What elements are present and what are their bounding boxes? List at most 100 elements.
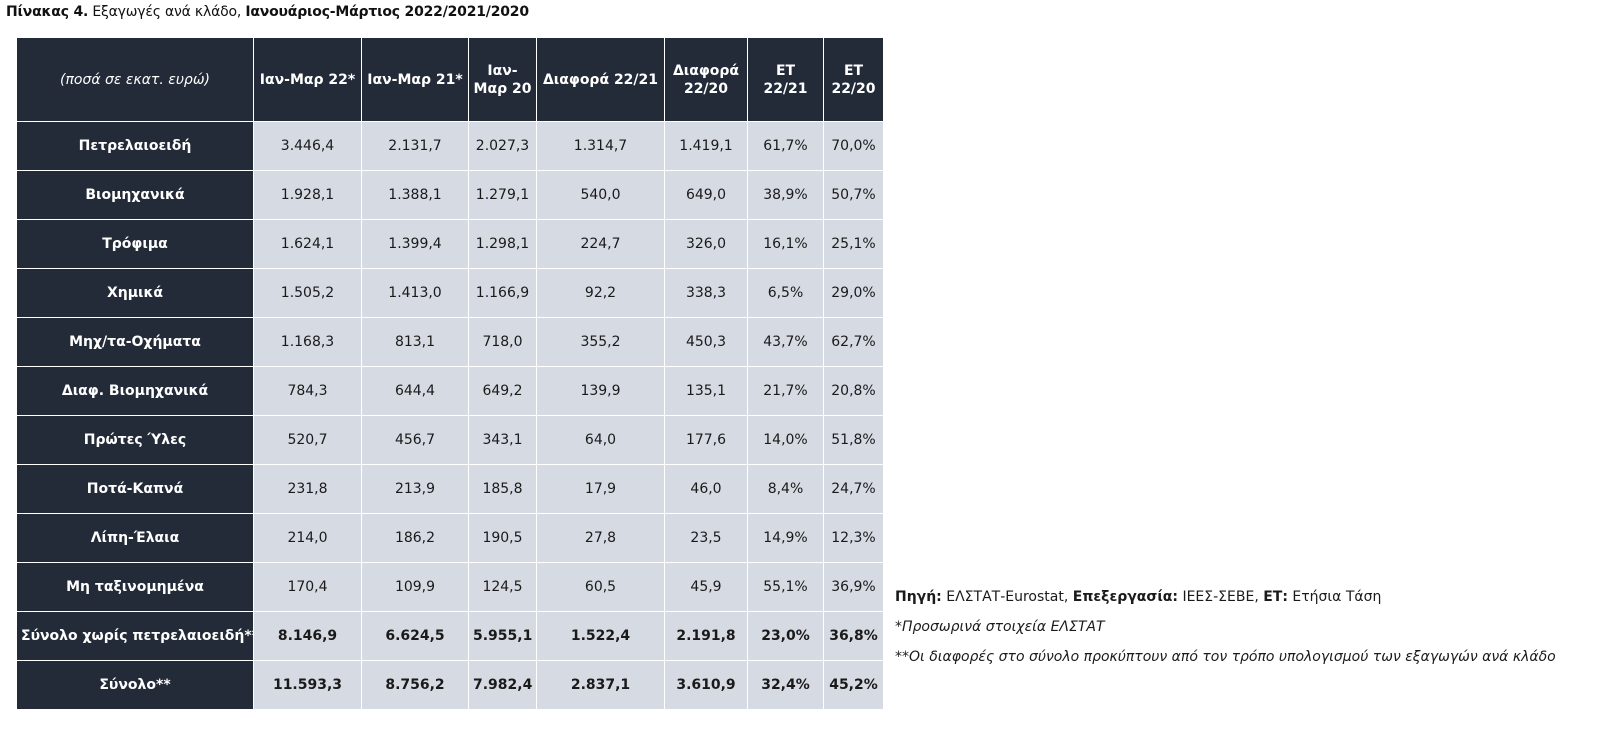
table-cell: 70,0% — [823, 121, 884, 171]
et-label: ΕΤ: — [1263, 589, 1288, 605]
header-jan-mar-21: Ιαν-Μαρ 21* — [361, 37, 469, 122]
table-cell: 326,0 — [664, 219, 748, 269]
table-cell: 36,9% — [823, 562, 884, 612]
notes: Πηγή: ΕΛΣΤΑΤ-Eurostat, Επεξεργασία: ΙΕΕΣ… — [895, 587, 1556, 677]
table-title: Πίνακας 4. Εξαγωγές ανά κλάδο, Ιανουάριο… — [6, 4, 529, 20]
table-cell: 17,9 — [536, 464, 665, 514]
table-cell: 23,5 — [664, 513, 748, 563]
table-cell: 2.191,8 — [664, 611, 748, 661]
row-label: Σύνολο χωρίς πετρελαιοειδή** — [16, 611, 254, 661]
table-title-period: Ιανουάριος-Μάρτιος 2022/2021/2020 — [245, 4, 529, 20]
table-cell: 8.756,2 — [361, 660, 469, 710]
table-row: Βιομηχανικά 1.928,1 1.388,1 1.279,1 540,0 649… — [16, 170, 884, 220]
table-cell: 27,8 — [536, 513, 665, 563]
table-cell: 1.388,1 — [361, 170, 469, 220]
table-row: Μη ταξινομημένα 170,4 109,9 124,5 60,5 45,9 55… — [16, 562, 884, 612]
table-cell: 46,0 — [664, 464, 748, 514]
processing-label: Επεξεργασία: — [1072, 589, 1178, 605]
table-cell: 6,5% — [747, 268, 824, 318]
row-label: Ποτά-Καπνά — [16, 464, 254, 514]
table-cell: 1.298,1 — [468, 219, 537, 269]
source-label: Πηγή: — [895, 589, 942, 605]
table-cell: 1.314,7 — [536, 121, 665, 171]
table-cell: 355,2 — [536, 317, 665, 367]
table-cell: 3.446,4 — [253, 121, 362, 171]
differences-note: **Οι διαφορές στο σύνολο προκύπτουν από … — [895, 649, 1556, 665]
table-row: Πρώτες Ύλες 520,7 456,7 343,1 64,0 177,6 14,0%… — [16, 415, 884, 465]
table-cell: 29,0% — [823, 268, 884, 318]
header-et-22-21: ΕΤ 22/21 — [747, 37, 824, 122]
table-cell: 456,7 — [361, 415, 469, 465]
table-cell: 644,4 — [361, 366, 469, 416]
table-body: Πετρελαιοειδή 3.446,4 2.131,7 2.027,3 1.314,… — [16, 121, 884, 710]
table-cell: 45,2% — [823, 660, 884, 710]
table-cell: 8.146,9 — [253, 611, 362, 661]
table-cell: 38,9% — [747, 170, 824, 220]
table-cell: 224,7 — [536, 219, 665, 269]
table-cell: 1.624,1 — [253, 219, 362, 269]
table-row: Τρόφιμα 1.624,1 1.399,4 1.298,1 224,7 326,0 16… — [16, 219, 884, 269]
header-units: (ποσά σε εκατ. ευρώ) — [16, 37, 254, 122]
table-cell: 6.624,5 — [361, 611, 469, 661]
table-cell: 109,9 — [361, 562, 469, 612]
table-row: Σύνολο** 11.593,3 8.756,2 7.982,4 2.837,1 3.6… — [16, 660, 884, 710]
row-label: Πετρελαιοειδή — [16, 121, 254, 171]
table-cell: 1.279,1 — [468, 170, 537, 220]
table-cell: 718,0 — [468, 317, 537, 367]
table-cell: 16,1% — [747, 219, 824, 269]
table-cell: 520,7 — [253, 415, 362, 465]
row-label: Μη ταξινομημένα — [16, 562, 254, 612]
table-cell: 50,7% — [823, 170, 884, 220]
table-row: Σύνολο χωρίς πετρελαιοειδή** 8.146,9 6.624… — [16, 611, 884, 661]
table-row: Πετρελαιοειδή 3.446,4 2.131,7 2.027,3 1.314,… — [16, 121, 884, 171]
table-cell: 185,8 — [468, 464, 537, 514]
table-cell: 43,7% — [747, 317, 824, 367]
table-row: Λίπη-Έλαια 214,0 186,2 190,5 27,8 23,5 14,9% 12… — [16, 513, 884, 563]
table-cell: 25,1% — [823, 219, 884, 269]
table-cell: 450,3 — [664, 317, 748, 367]
table-cell: 60,5 — [536, 562, 665, 612]
table-cell: 649,0 — [664, 170, 748, 220]
table-cell: 20,8% — [823, 366, 884, 416]
table-cell: 177,6 — [664, 415, 748, 465]
table-cell: 61,7% — [747, 121, 824, 171]
table-cell: 3.610,9 — [664, 660, 748, 710]
table-cell: 1.399,4 — [361, 219, 469, 269]
table-cell: 24,7% — [823, 464, 884, 514]
row-label: Τρόφιμα — [16, 219, 254, 269]
table-cell: 1.168,3 — [253, 317, 362, 367]
table-cell: 55,1% — [747, 562, 824, 612]
table-cell: 170,4 — [253, 562, 362, 612]
table-cell: 11.593,3 — [253, 660, 362, 710]
row-label: Λίπη-Έλαια — [16, 513, 254, 563]
table-cell: 2.027,3 — [468, 121, 537, 171]
table-cell: 5.955,1 — [468, 611, 537, 661]
row-label: Βιομηχανικά — [16, 170, 254, 220]
table-cell: 540,0 — [536, 170, 665, 220]
table-cell: 1.419,1 — [664, 121, 748, 171]
table-cell: 8,4% — [747, 464, 824, 514]
table-cell: 32,4% — [747, 660, 824, 710]
processing-value: ΙΕΕΣ-ΣΕΒΕ, — [1182, 589, 1259, 605]
header-et-22-20: ΕΤ 22/20 — [823, 37, 884, 122]
table-cell: 21,7% — [747, 366, 824, 416]
table-cell: 92,2 — [536, 268, 665, 318]
table-cell: 7.982,4 — [468, 660, 537, 710]
table-cell: 1.505,2 — [253, 268, 362, 318]
source-note: Πηγή: ΕΛΣΤΑΤ-Eurostat, Επεξεργασία: ΙΕΕΣ… — [895, 587, 1556, 617]
exports-by-sector-table: (ποσά σε εκατ. ευρώ) Ιαν-Μαρ 22* Ιαν-Μαρ… — [16, 37, 884, 710]
table-cell: 784,3 — [253, 366, 362, 416]
table-cell: 62,7% — [823, 317, 884, 367]
table-cell: 64,0 — [536, 415, 665, 465]
table-cell: 343,1 — [468, 415, 537, 465]
table-row: Διαφ. Βιομηχανικά 784,3 644,4 649,2 139,9 135… — [16, 366, 884, 416]
table-cell: 190,5 — [468, 513, 537, 563]
table-title-prefix: Πίνακας 4. — [6, 4, 89, 20]
table-cell: 135,1 — [664, 366, 748, 416]
table-cell: 14,0% — [747, 415, 824, 465]
table-row: Χημικά 1.505,2 1.413,0 1.166,9 92,2 338,3 6,5%… — [16, 268, 884, 318]
table-row: Ποτά-Καπνά 231,8 213,9 185,8 17,9 46,0 8,4% 24,… — [16, 464, 884, 514]
table-cell: 139,9 — [536, 366, 665, 416]
table-cell: 51,8% — [823, 415, 884, 465]
table-cell: 45,9 — [664, 562, 748, 612]
